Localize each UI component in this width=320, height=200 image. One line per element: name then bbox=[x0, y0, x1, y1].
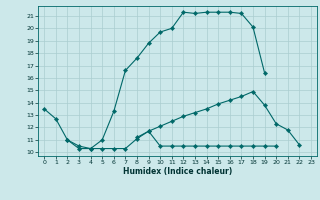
X-axis label: Humidex (Indice chaleur): Humidex (Indice chaleur) bbox=[123, 167, 232, 176]
